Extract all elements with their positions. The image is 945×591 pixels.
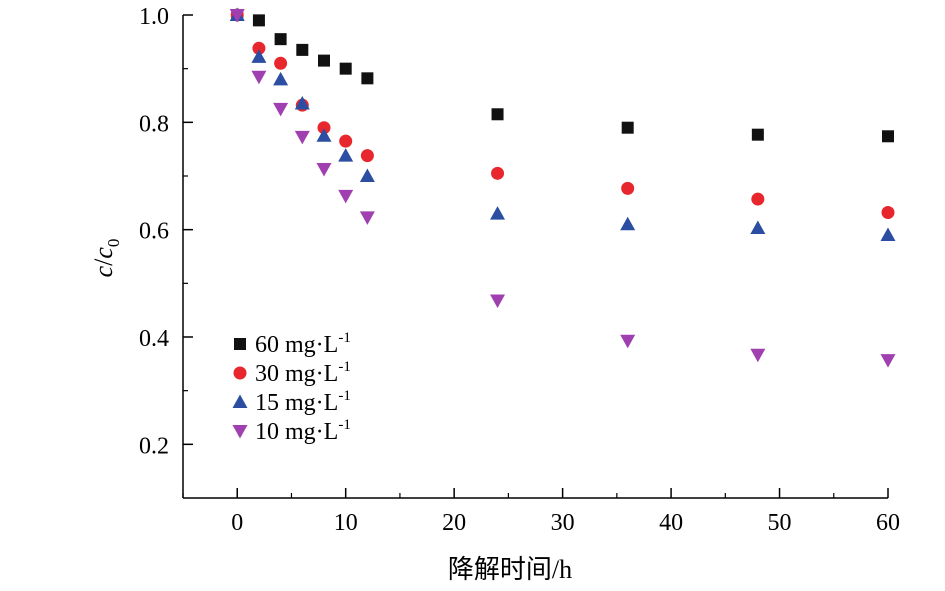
data-point <box>316 128 332 142</box>
series-0 <box>231 9 894 143</box>
data-point <box>751 192 765 206</box>
data-point <box>751 128 764 141</box>
data-point <box>274 33 287 46</box>
y-axis-title-slash: / <box>89 258 118 266</box>
legend-label: 60 mg·L-1 <box>255 330 351 358</box>
data-point <box>490 294 506 309</box>
y-tick-label: 1.0 <box>139 4 169 30</box>
y-tick-label: 0.8 <box>139 111 169 137</box>
data-point <box>251 70 267 85</box>
x-tick-label: 20 <box>442 510 466 536</box>
data-point <box>318 54 330 67</box>
data-point <box>620 334 636 349</box>
legend-label: 15 mg·L-1 <box>255 388 351 416</box>
legend-entry: 30 mg·L-1 <box>233 359 351 387</box>
x-axis-title: 降解时间/h <box>448 555 572 584</box>
data-point <box>491 108 504 121</box>
x-tick-label: 50 <box>768 510 792 536</box>
legend-label: 10 mg·L-1 <box>255 417 351 445</box>
legend-entry: 15 mg·L-1 <box>232 388 351 416</box>
data-point <box>750 348 766 363</box>
data-point <box>491 166 505 180</box>
data-point <box>316 163 332 177</box>
data-point <box>359 168 375 182</box>
data-point <box>339 134 353 148</box>
data-point <box>294 130 310 145</box>
data-point <box>317 121 331 135</box>
y-axis-title-c0: c <box>89 247 118 259</box>
x-tick-label: 40 <box>659 510 683 536</box>
data-point <box>274 56 288 70</box>
legend-entry: 10 mg·L-1 <box>232 417 351 445</box>
x-tick-label: 30 <box>551 510 575 536</box>
data-point <box>296 43 309 56</box>
legend-marker <box>232 394 248 408</box>
data-point <box>882 130 894 143</box>
data-point <box>273 71 289 86</box>
data-point <box>881 205 895 219</box>
data-point <box>229 9 245 23</box>
data-point <box>361 72 374 85</box>
x-tick-label: 10 <box>334 510 358 536</box>
data-point <box>880 354 896 368</box>
data-point <box>294 96 310 110</box>
axes <box>182 15 888 499</box>
ticks <box>182 14 889 498</box>
y-axis-title: c/c0 <box>89 239 123 278</box>
legend: 60 mg·L-130 mg·L-115 mg·L-110 mg·L-1 <box>232 330 351 445</box>
data-point <box>620 216 636 231</box>
legend-marker <box>233 366 247 380</box>
data-point <box>490 206 506 220</box>
y-axis-title-sub: 0 <box>104 239 123 248</box>
data-point <box>359 211 375 225</box>
data-point <box>251 49 267 63</box>
data-point <box>360 149 374 163</box>
legend-label: 30 mg·L-1 <box>255 359 351 387</box>
data-point <box>621 121 634 134</box>
data-point <box>338 148 354 162</box>
data-point <box>338 189 354 204</box>
y-axis-title-c: c <box>89 265 118 277</box>
data-marks <box>229 7 896 368</box>
data-point <box>621 181 635 195</box>
series-2 <box>229 7 896 242</box>
x-tick-label: 60 <box>876 510 900 536</box>
data-point <box>252 14 265 27</box>
data-point <box>880 227 896 242</box>
y-tick-label: 0.6 <box>139 219 169 245</box>
y-tick-label: 0.2 <box>139 433 169 459</box>
series-3 <box>229 9 896 368</box>
x-tick-label: 0 <box>231 510 243 536</box>
y-tick-label: 0.4 <box>139 326 169 352</box>
data-point <box>750 220 766 235</box>
data-point <box>273 102 289 117</box>
legend-marker <box>232 425 248 439</box>
data-point <box>252 41 266 55</box>
series-1 <box>230 8 895 219</box>
tick-labels: 0 10 20 30 40 50 60 0.2 0.4 0.6 0.8 1.0 <box>139 4 900 536</box>
legend-marker <box>234 338 246 350</box>
data-point <box>339 62 352 75</box>
legend-entry: 60 mg·L-1 <box>234 330 351 358</box>
